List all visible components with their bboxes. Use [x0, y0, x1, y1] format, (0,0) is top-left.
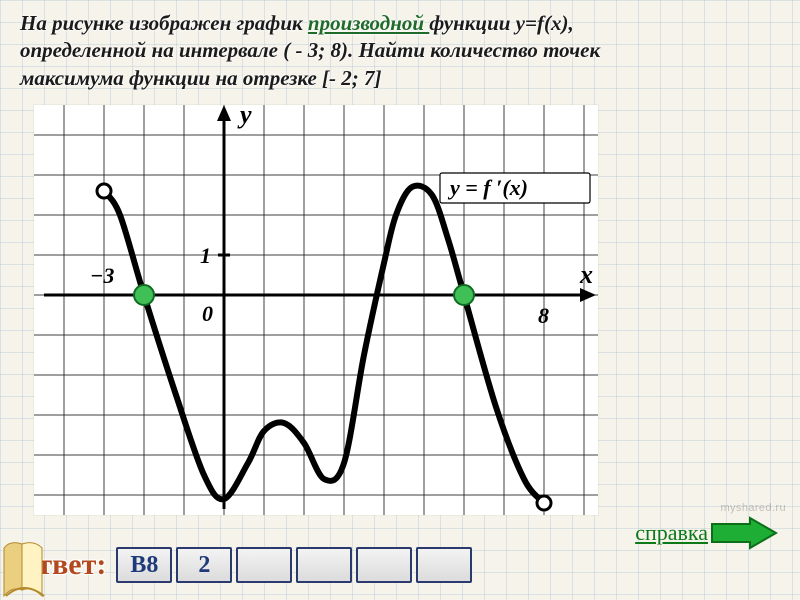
- answer-row: Ответ: В82: [14, 542, 786, 588]
- answer-cell-0[interactable]: В8: [116, 547, 172, 583]
- svg-text:x: x: [579, 260, 593, 289]
- derivative-chart: y x 0 1 −3 8 y = f ′(x): [34, 105, 598, 515]
- text-run: На рисунке изображен график: [20, 11, 308, 35]
- svg-text:8: 8: [538, 303, 549, 328]
- answer-cell-5[interactable]: [416, 547, 472, 583]
- answer-cell-3[interactable]: [296, 547, 352, 583]
- text-run: определенной на интервале ( - 3; 8). Най…: [20, 38, 600, 62]
- book-icon: [0, 530, 54, 600]
- text-run: максимума функции на отрезке [- 2; 7]: [20, 66, 382, 90]
- underlined-word: производной: [308, 11, 429, 35]
- svg-text:−3: −3: [90, 263, 114, 288]
- answer-cell-1[interactable]: 2: [176, 547, 232, 583]
- slide: На рисунке изображен график производной …: [0, 0, 800, 600]
- answer-cells: В82: [116, 547, 472, 583]
- watermark: myshared.ru: [720, 502, 786, 514]
- answer-cell-4[interactable]: [356, 547, 412, 583]
- problem-statement: На рисунке изображен график производной …: [20, 10, 780, 92]
- svg-text:y = f ′(x): y = f ′(x): [447, 175, 528, 200]
- svg-text:0: 0: [202, 301, 213, 326]
- svg-text:1: 1: [200, 243, 211, 268]
- answer-cell-2[interactable]: [236, 547, 292, 583]
- svg-text:y: y: [237, 105, 252, 129]
- text-run: функции y=f(x),: [429, 11, 573, 35]
